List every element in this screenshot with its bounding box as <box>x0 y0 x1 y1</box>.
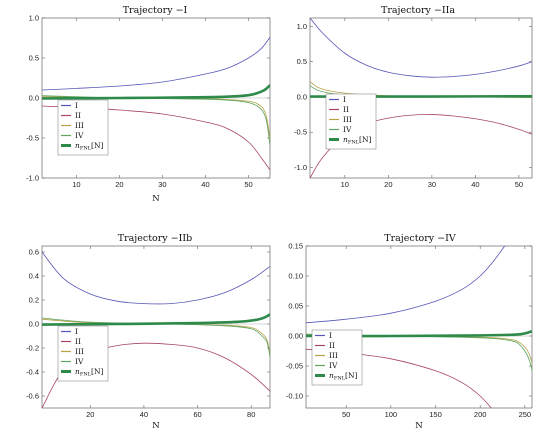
legend-label: I <box>329 331 332 340</box>
legend-label: I <box>343 95 346 104</box>
chart-title: Trajectory −I <box>123 5 188 16</box>
legend-label: IV <box>329 361 338 370</box>
chart-title: Trajectory −IIb <box>118 233 192 244</box>
x-tick-label: 10 <box>341 180 349 189</box>
chart-title: Trajectory −IIa <box>381 5 455 16</box>
x-tick-label: 10 <box>72 180 80 189</box>
y-tick-label: 0.05 <box>288 302 303 311</box>
legend-label: III <box>343 115 352 124</box>
x-tick-label: 150 <box>429 410 442 419</box>
y-tick-label: 0.5 <box>297 57 307 66</box>
x-tick-label: 80 <box>247 410 255 419</box>
legend-label: II <box>75 337 81 346</box>
legend-label: I <box>75 327 78 336</box>
x-tick-label: 20 <box>115 180 123 189</box>
chart-panel-2: Trajectory −IIa 10 20 30 40 50 -1.0 -0.5 0.0 0.5 1… <box>294 5 533 189</box>
y-tick-label: 1.0 <box>297 22 307 31</box>
series-line-nfnln <box>306 329 532 338</box>
x-tick-label: 20 <box>86 410 94 419</box>
y-tick-label: 0.0 <box>29 94 39 103</box>
x-tick-label: 200 <box>474 410 487 419</box>
series-line-nfnln <box>42 313 270 326</box>
x-tick-label: 50 <box>515 180 523 189</box>
x-axis-label: N <box>152 194 160 204</box>
series-line-iv <box>42 317 270 358</box>
y-tick-label: 0.0 <box>297 92 307 101</box>
x-tick-label: 30 <box>158 180 166 189</box>
y-tick-label: -0.4 <box>26 368 39 377</box>
x-tick-label: 50 <box>342 410 350 419</box>
x-axis-label: N <box>415 421 423 431</box>
y-tick-label: -0.6 <box>26 392 39 401</box>
legend-label: I <box>75 101 78 110</box>
x-axis-label: N <box>152 421 160 431</box>
y-tick-label: -0.10 <box>286 392 303 401</box>
y-tick-label: -1.0 <box>26 174 39 183</box>
x-tick-label: 100 <box>385 410 398 419</box>
legend-label: nFNL[N] <box>75 367 104 378</box>
y-tick-label: 0.6 <box>29 248 39 257</box>
y-tick-label: 1.0 <box>29 14 39 23</box>
x-tick-label: 40 <box>201 180 209 189</box>
legend-label: II <box>343 105 349 114</box>
y-tick-label: -0.05 <box>286 362 303 371</box>
y-tick-label: 0.10 <box>288 272 303 281</box>
legend-label: nFNL[N] <box>343 135 372 146</box>
y-tick-label: 0.2 <box>29 296 39 305</box>
y-tick-label: 0.0 <box>29 320 39 329</box>
legend-label: II <box>329 341 335 350</box>
x-tick-label: 40 <box>140 410 148 419</box>
legend-label: IV <box>75 131 84 140</box>
chart-panel-4: Trajectory −IV N 50 100 150 200 250 -0.10 -0.05 0… <box>286 233 533 431</box>
plot-frame <box>305 245 533 409</box>
series-line-i <box>42 36 270 91</box>
chart-title: Trajectory −IV <box>384 233 456 244</box>
series-line-nfnln <box>42 84 270 100</box>
x-tick-label: 20 <box>384 180 392 189</box>
x-tick-label: 250 <box>519 410 532 419</box>
legend-label: III <box>75 347 84 356</box>
legend-label: IV <box>75 357 84 366</box>
legend-label: III <box>75 121 84 130</box>
y-tick-label: 0.00 <box>288 332 303 341</box>
x-tick-label: 30 <box>428 180 436 189</box>
y-tick-label: 0.5 <box>29 54 39 63</box>
legend-label: nFNL[N] <box>75 141 104 152</box>
chart-panel-1: Trajectory −I N 10 20 30 40 50 -1.0 -0.5 0.0 0.5 1.… <box>26 5 271 204</box>
x-tick-label: 60 <box>193 410 201 419</box>
chart-panel-3: Trajectory −IIb N 20 40 60 80 -0.6 -0.4 -0.2 0.0 0… <box>26 233 271 431</box>
plot-frame <box>41 245 271 409</box>
legend-label: nFNL[N] <box>329 371 358 382</box>
y-tick-label: -0.2 <box>26 344 39 353</box>
x-tick-label: 50 <box>244 180 252 189</box>
y-tick-label: 0.4 <box>29 272 39 281</box>
series-line-i <box>42 251 270 305</box>
plot-frame <box>309 17 533 179</box>
y-tick-label: 0.15 <box>288 242 303 251</box>
y-tick-label: -0.5 <box>26 134 39 143</box>
legend-label: IV <box>343 125 352 134</box>
y-tick-label: -0.5 <box>294 128 307 137</box>
series-line-i <box>306 246 506 324</box>
y-tick-label: -1.0 <box>294 163 307 172</box>
legend-label: III <box>329 351 338 360</box>
legend-label: II <box>75 111 81 120</box>
series-line-i <box>310 18 532 78</box>
x-tick-label: 40 <box>471 180 479 189</box>
